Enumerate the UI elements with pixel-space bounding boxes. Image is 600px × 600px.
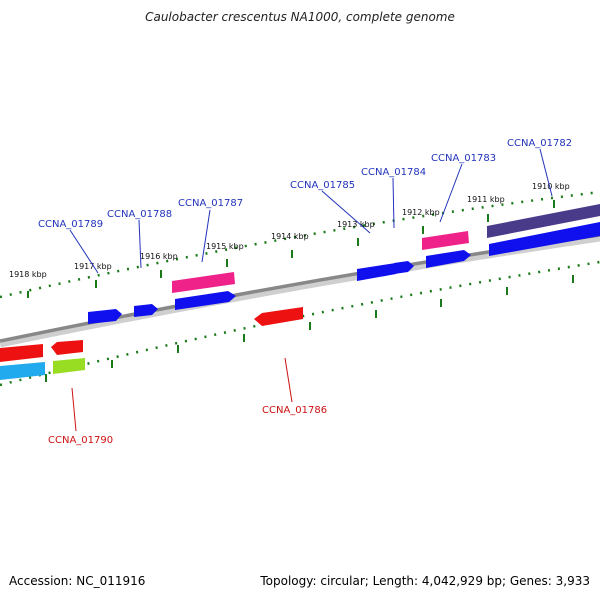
- label-ccna-01787[interactable]: CCNA_01787: [178, 198, 243, 209]
- label-ccna-01783[interactable]: CCNA_01783: [431, 153, 496, 164]
- gene-ccna-01787-blue[interactable]: [175, 291, 236, 310]
- label-ccna-01789[interactable]: CCNA_01789: [38, 219, 103, 230]
- tick-label-1913: 1913 kbp: [337, 220, 375, 229]
- tick-label-1914: 1914 kbp: [271, 232, 309, 241]
- gene-ccna-01785[interactable]: [357, 263, 401, 281]
- gene-ccna-01787[interactable]: [172, 272, 235, 293]
- accession-text: Accession: NC_011916: [9, 574, 146, 588]
- gene-ccna-01784[interactable]: [394, 261, 414, 274]
- label-ccna-01788[interactable]: CCNA_01788: [107, 209, 172, 220]
- gene-ccna-01789[interactable]: [88, 309, 122, 324]
- gene-red-left[interactable]: [0, 344, 43, 362]
- tick-label-1917: 1917 kbp: [74, 262, 112, 271]
- forward-genes: [88, 204, 600, 324]
- outer-major-ticks: [27, 200, 555, 298]
- label-ccna-01790[interactable]: CCNA_01790: [48, 435, 113, 446]
- forward-leaders: [69, 148, 553, 274]
- gene-ccna-01790[interactable]: [53, 358, 85, 374]
- tick-label-1912: 1912 kbp: [402, 208, 440, 217]
- gene-ccna-01783[interactable]: [422, 231, 469, 250]
- label-ccna-01786[interactable]: CCNA_01786: [262, 405, 327, 416]
- gene-ccna-01788[interactable]: [134, 304, 158, 317]
- genome-summary-text: Topology: circular; Length: 4,042,929 bp…: [260, 574, 590, 588]
- inner-major-ticks: [45, 275, 574, 382]
- genome-backbone-shadow: [0, 234, 600, 348]
- reverse-leaders: [71, 357, 293, 432]
- tick-label-1916: 1916 kbp: [140, 252, 178, 261]
- tick-label-1915: 1915 kbp: [206, 242, 244, 251]
- tick-label-1910: 1910 kbp: [532, 182, 570, 191]
- map-title: Caulobacter crescentus NA1000, complete …: [145, 10, 455, 24]
- tick-label-1911: 1911 kbp: [467, 195, 505, 204]
- gene-ccna-01782-blue[interactable]: [489, 222, 600, 256]
- gene-ccna-01790-red[interactable]: [51, 340, 83, 355]
- gene-ccna-01786[interactable]: [254, 307, 303, 326]
- tick-label-1918: 1918 kbp: [9, 270, 47, 279]
- label-ccna-01784[interactable]: CCNA_01784: [361, 167, 426, 178]
- gene-ccna-01782[interactable]: [487, 204, 600, 238]
- label-ccna-01782[interactable]: CCNA_01782: [507, 138, 572, 149]
- gene-cyan-left[interactable]: [0, 362, 45, 380]
- label-ccna-01785[interactable]: CCNA_01785: [290, 180, 355, 191]
- gene-ccna-01783-blue[interactable]: [426, 250, 471, 268]
- reverse-genes: [0, 307, 303, 380]
